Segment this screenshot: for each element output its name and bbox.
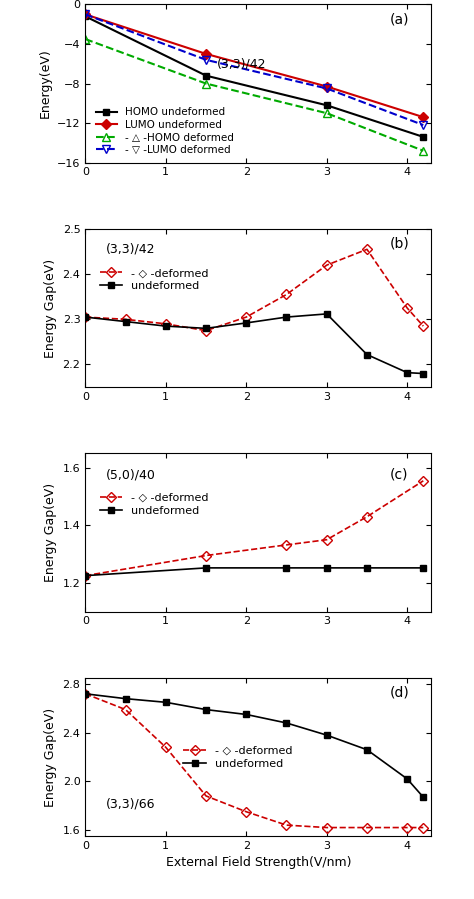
LUMO undeformed bbox=[324, 81, 329, 92]
undeformed bbox=[203, 323, 209, 334]
- ◇ -deformed bbox=[123, 704, 128, 715]
Text: (d): (d) bbox=[390, 686, 410, 700]
- ▽ -LUMO deformed bbox=[420, 120, 426, 130]
undeformed bbox=[203, 704, 209, 715]
Text: (5,0)/40: (5,0)/40 bbox=[106, 468, 156, 482]
- ◇ -deformed bbox=[364, 512, 370, 522]
- △ -HOMO deformed bbox=[82, 33, 88, 44]
undeformed bbox=[404, 773, 410, 784]
undeformed bbox=[404, 367, 410, 378]
- ◇ -deformed bbox=[324, 823, 329, 833]
- ◇ -deformed bbox=[420, 823, 426, 833]
undeformed bbox=[420, 792, 426, 803]
Legend: - ◇ -deformed, undeformed: - ◇ -deformed, undeformed bbox=[98, 491, 211, 518]
- ◇ -deformed bbox=[283, 820, 289, 831]
- ◇ -deformed bbox=[364, 244, 370, 254]
undeformed bbox=[283, 563, 289, 574]
- ◇ -deformed bbox=[420, 321, 426, 332]
Text: (3,3)/66: (3,3)/66 bbox=[106, 797, 155, 811]
Text: (a): (a) bbox=[390, 13, 410, 26]
- ◇ -deformed bbox=[420, 476, 426, 486]
X-axis label: External Field Strength(V/nm): External Field Strength(V/nm) bbox=[165, 857, 351, 869]
- ◇ -deformed bbox=[364, 823, 370, 833]
undeformed bbox=[283, 312, 289, 323]
undeformed bbox=[123, 693, 128, 704]
undeformed bbox=[324, 308, 329, 319]
- ◇ -deformed bbox=[82, 570, 88, 581]
- ◇ -deformed bbox=[404, 303, 410, 314]
Y-axis label: Energy Gap(eV): Energy Gap(eV) bbox=[44, 259, 57, 358]
undeformed bbox=[82, 570, 88, 581]
Line: undeformed: undeformed bbox=[82, 310, 427, 377]
undeformed bbox=[82, 689, 88, 699]
LUMO undeformed bbox=[203, 49, 209, 59]
- ◇ -deformed bbox=[283, 289, 289, 300]
undeformed bbox=[163, 321, 169, 332]
Legend: - ◇ -deformed, undeformed: - ◇ -deformed, undeformed bbox=[181, 743, 294, 770]
Text: (3,3)/42: (3,3)/42 bbox=[217, 58, 266, 71]
undeformed bbox=[123, 316, 128, 327]
undeformed bbox=[420, 563, 426, 574]
undeformed bbox=[324, 730, 329, 741]
- ◇ -deformed bbox=[324, 260, 329, 271]
Y-axis label: Energy Gap(eV): Energy Gap(eV) bbox=[44, 483, 57, 582]
undeformed bbox=[283, 717, 289, 728]
- ◇ -deformed bbox=[82, 689, 88, 699]
Line: LUMO undeformed: LUMO undeformed bbox=[82, 11, 427, 120]
Line: undeformed: undeformed bbox=[82, 690, 427, 801]
Line: undeformed: undeformed bbox=[82, 565, 427, 579]
- ◇ -deformed bbox=[244, 312, 249, 323]
HOMO undeformed bbox=[324, 100, 329, 111]
Y-axis label: Energy Gap(eV): Energy Gap(eV) bbox=[44, 708, 57, 806]
Text: (c): (c) bbox=[390, 467, 408, 482]
undeformed bbox=[82, 312, 88, 323]
- ◇ -deformed bbox=[163, 742, 169, 752]
- △ -HOMO deformed bbox=[420, 146, 426, 156]
HOMO undeformed bbox=[203, 70, 209, 81]
Legend: - ◇ -deformed, undeformed: - ◇ -deformed, undeformed bbox=[98, 266, 211, 293]
undeformed bbox=[203, 563, 209, 574]
Legend: HOMO undeformed, LUMO undeformed, - △ -HOMO deformed, - ▽ -LUMO deformed: HOMO undeformed, LUMO undeformed, - △ -H… bbox=[94, 105, 236, 157]
- △ -HOMO deformed bbox=[324, 108, 329, 119]
Line: - ◇ -deformed: - ◇ -deformed bbox=[82, 477, 427, 579]
- ◇ -deformed bbox=[203, 790, 209, 801]
HOMO undeformed bbox=[420, 131, 426, 142]
- △ -HOMO deformed bbox=[203, 78, 209, 89]
LUMO undeformed bbox=[420, 111, 426, 122]
- ▽ -LUMO deformed bbox=[82, 9, 88, 20]
Line: HOMO undeformed: HOMO undeformed bbox=[82, 13, 427, 140]
- ◇ -deformed bbox=[203, 325, 209, 336]
undeformed bbox=[364, 349, 370, 360]
- ◇ -deformed bbox=[82, 312, 88, 323]
undeformed bbox=[163, 697, 169, 708]
Text: (b): (b) bbox=[390, 237, 410, 251]
Line: - ◇ -deformed: - ◇ -deformed bbox=[82, 690, 427, 831]
- ◇ -deformed bbox=[283, 539, 289, 550]
undeformed bbox=[244, 709, 249, 720]
undeformed bbox=[364, 563, 370, 574]
- ◇ -deformed bbox=[123, 314, 128, 325]
HOMO undeformed bbox=[82, 11, 88, 22]
- ▽ -LUMO deformed bbox=[324, 83, 329, 93]
undeformed bbox=[244, 317, 249, 328]
- ◇ -deformed bbox=[203, 550, 209, 561]
Text: (3,3)/42: (3,3)/42 bbox=[106, 243, 155, 255]
- ◇ -deformed bbox=[163, 318, 169, 329]
- ◇ -deformed bbox=[324, 534, 329, 545]
Y-axis label: Energy(eV): Energy(eV) bbox=[38, 49, 51, 119]
undeformed bbox=[420, 368, 426, 378]
Line: - ◇ -deformed: - ◇ -deformed bbox=[82, 245, 427, 334]
undeformed bbox=[324, 563, 329, 574]
Line: - ▽ -LUMO deformed: - ▽ -LUMO deformed bbox=[81, 10, 428, 129]
- ◇ -deformed bbox=[244, 806, 249, 817]
- ◇ -deformed bbox=[404, 823, 410, 833]
LUMO undeformed bbox=[82, 9, 88, 20]
undeformed bbox=[364, 744, 370, 755]
- ▽ -LUMO deformed bbox=[203, 55, 209, 66]
Line: - △ -HOMO deformed: - △ -HOMO deformed bbox=[81, 35, 428, 155]
